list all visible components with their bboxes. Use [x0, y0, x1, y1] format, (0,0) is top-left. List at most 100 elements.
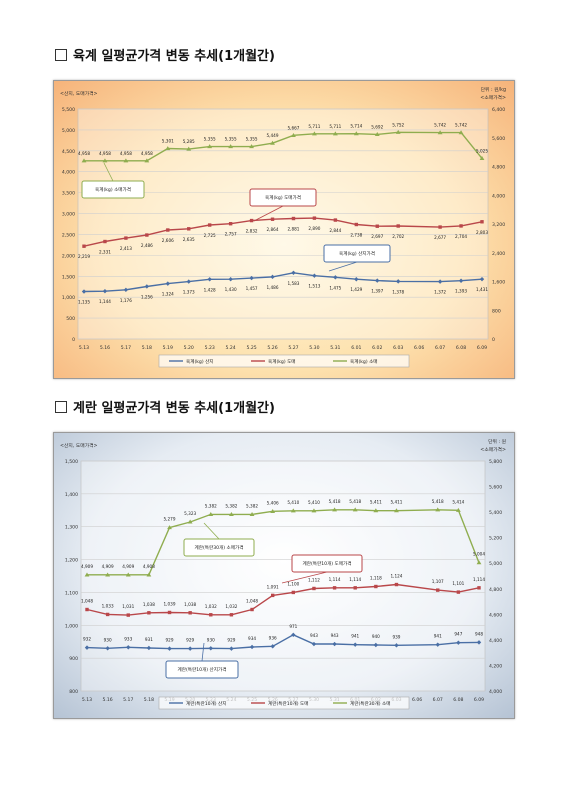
data-point — [186, 146, 192, 151]
y-tick-left: 1,000 — [62, 295, 75, 301]
data-label: 1,324 — [162, 292, 174, 297]
data-label: 5,355 — [204, 137, 216, 142]
data-point — [291, 590, 296, 595]
callout-pointer — [103, 162, 114, 182]
data-point — [207, 144, 213, 149]
data-point — [291, 270, 296, 276]
data-point — [458, 278, 464, 283]
data-label: 5,382 — [205, 503, 217, 508]
callout-box — [323, 244, 391, 263]
egg-price-chart-svg: 800 900 1,000 1,100 1,200 1,300 1,400 1,500 4,00… — [60, 438, 506, 710]
data-label: 929 — [166, 638, 174, 643]
data-label: 948 — [475, 631, 483, 636]
data-point — [332, 131, 338, 136]
x-tick-label: 5.26 — [267, 345, 277, 351]
data-point — [105, 612, 110, 617]
data-point — [395, 129, 401, 134]
data-point — [394, 582, 399, 587]
egg-price-chart: 800 900 1,000 1,100 1,200 1,300 1,400 1,500 4,00… — [53, 432, 515, 719]
data-point — [456, 590, 461, 594]
data-label: 5,410 — [308, 500, 320, 505]
data-point — [479, 276, 485, 282]
data-label: 5,382 — [246, 503, 258, 508]
data-label: 2,844 — [329, 228, 341, 233]
data-point — [229, 512, 234, 517]
x-tick-label: 6.09 — [477, 345, 487, 351]
data-label: 2,757 — [225, 232, 237, 237]
y-tick-right: 5,000 — [489, 561, 502, 567]
y-tick-left: 1,300 — [65, 525, 78, 531]
data-point — [438, 225, 442, 229]
data-label: 1,033 — [102, 603, 114, 608]
plot-area — [77, 108, 489, 340]
data-point — [455, 507, 461, 512]
unit-label: 단위 : 원/kg — [481, 86, 506, 93]
data-point — [123, 287, 129, 293]
data-point — [249, 512, 255, 517]
legend-label: 육계(kg) 소매 — [350, 358, 378, 365]
left-axis-label: <산지, 도매가격> — [60, 90, 98, 97]
data-point — [458, 130, 464, 135]
data-point — [270, 274, 275, 280]
data-label: 4,909 — [81, 564, 93, 569]
callout-label: 육계(kg) 도매가격 — [265, 194, 301, 201]
y-tick-right: 4,200 — [489, 663, 502, 669]
data-point — [352, 507, 358, 512]
data-point — [479, 156, 485, 161]
data-label: 2,413 — [120, 246, 132, 251]
data-label: 941 — [434, 634, 442, 639]
data-label: 1,048 — [246, 599, 258, 604]
x-tick-label: 6.08 — [453, 697, 463, 703]
data-point — [125, 572, 131, 577]
data-label: 2,832 — [246, 229, 258, 234]
section-title-broiler: 육계 일평균가격 변동 추세(1개월간) — [55, 45, 275, 64]
data-label: 1,118 — [370, 576, 382, 581]
data-point — [435, 507, 441, 512]
data-point — [228, 144, 234, 149]
data-label: 5,449 — [267, 133, 279, 138]
left-axis-label: <산지, 도매가격> — [60, 442, 98, 449]
data-label: 4,958 — [120, 151, 132, 156]
x-tick-label: 6.06 — [414, 345, 424, 351]
plot-area — [80, 460, 486, 692]
data-point — [249, 275, 254, 281]
legend-box — [158, 354, 410, 368]
y-tick-left: 2,500 — [62, 232, 75, 238]
data-label: 1,393 — [455, 289, 467, 294]
data-label: 943 — [331, 633, 339, 638]
data-label: 1,144 — [99, 299, 111, 304]
y-tick-left: 5,500 — [62, 107, 75, 113]
data-label: 936 — [269, 635, 277, 640]
x-tick-label: 5.31 — [330, 345, 340, 351]
data-label: 5,752 — [392, 122, 404, 127]
data-point — [270, 593, 275, 598]
legend: 육계(kg) 산지 육계(kg) 도매 육계(kg) 소매 — [158, 354, 410, 368]
data-point — [81, 289, 87, 294]
data-point — [165, 281, 170, 286]
x-tick-label: 5.17 — [123, 697, 133, 703]
data-point — [270, 508, 276, 513]
section-title-egg-text: 계란 일평균가격 변동 추세(1개월간) — [73, 401, 275, 416]
x-tick-label: 6.01 — [351, 345, 361, 351]
x-tick-label: 5.23 — [205, 345, 215, 351]
data-label: 1,176 — [120, 298, 132, 303]
section-title-broiler-text: 육계 일평균가격 변동 추세(1개월간) — [73, 49, 275, 64]
data-label: 1,031 — [122, 604, 134, 609]
data-point — [145, 233, 149, 237]
x-tick-label: 5.13 — [79, 345, 89, 351]
data-label: 2,331 — [99, 250, 111, 255]
y-tick-right: 3,200 — [492, 222, 505, 228]
data-label: 5,411 — [370, 500, 382, 505]
data-label: 5,301 — [162, 138, 174, 143]
legend-label: 계란(특란30개) 소매 — [350, 700, 390, 707]
data-point — [354, 277, 359, 282]
data-label: 5,410 — [287, 500, 299, 505]
data-label: 1,114 — [329, 577, 341, 582]
data-label: 1,107 — [432, 579, 444, 584]
data-label: 5,711 — [329, 124, 341, 129]
data-point — [291, 132, 296, 137]
data-point — [353, 586, 357, 590]
data-label: 2,677 — [434, 235, 446, 240]
y-tick-left: 1,400 — [65, 492, 78, 498]
data-point — [187, 519, 193, 524]
